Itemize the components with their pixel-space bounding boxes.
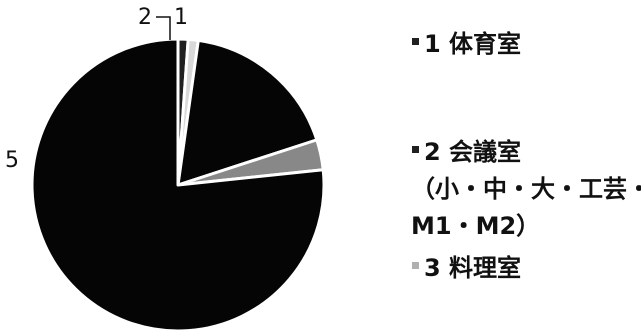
legend-swatch-2: [412, 146, 419, 153]
legend-item-1: 1 体育室: [412, 30, 521, 58]
pie-slice-4: [176, 38, 319, 187]
pie-slices: [30, 37, 326, 332]
legend-label-2-line-1: 2 会議室: [424, 138, 521, 166]
legend-label-2-line-2: （小・中・大・工芸・: [411, 175, 641, 203]
leader-line-2: [156, 16, 171, 40]
data-label-1: 1: [174, 5, 188, 30]
leader-lines: [156, 16, 171, 40]
data-labels: 12 5: [5, 5, 188, 173]
legend-item-2: 2 会議室 （小・中・大・工芸・ M1・M2）: [411, 138, 641, 240]
legend-item-3: 3 料理室: [412, 254, 521, 282]
pie-slice-6: [30, 37, 326, 332]
legend: 1 体育室 2 会議室 （小・中・大・工芸・ M1・M2） 3 料理室: [411, 30, 641, 282]
legend-swatch-3: [412, 262, 419, 269]
data-label-5: 5: [5, 148, 19, 173]
legend-label-3-line-1: 3 料理室: [424, 254, 521, 282]
legend-swatch-1: [412, 38, 419, 45]
legend-label-1-line-1: 1 体育室: [424, 30, 521, 58]
data-label-2: 2: [138, 5, 152, 30]
legend-label-2-line-3: M1・M2）: [411, 212, 540, 240]
